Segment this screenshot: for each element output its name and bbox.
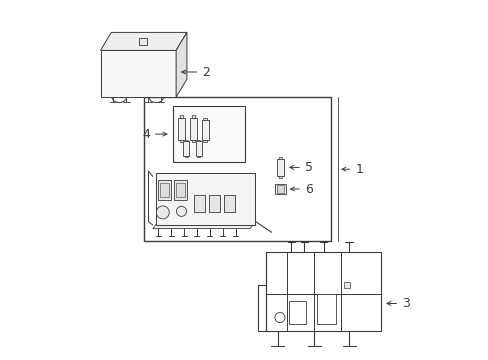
Circle shape	[274, 312, 285, 323]
Bar	[288, 301, 306, 324]
Bar	[203, 118, 206, 120]
Bar	[178, 118, 185, 140]
Bar	[265, 252, 381, 331]
Bar	[158, 180, 170, 200]
Bar	[344, 282, 349, 288]
Bar	[191, 115, 195, 118]
Bar	[277, 185, 283, 193]
Bar	[278, 157, 282, 159]
Bar	[172, 106, 244, 162]
Bar	[197, 156, 200, 157]
Text: 1: 1	[355, 163, 363, 176]
Bar	[184, 140, 187, 141]
Bar	[203, 140, 206, 143]
Bar	[183, 141, 189, 156]
Bar	[209, 195, 220, 212]
Text: 2: 2	[202, 66, 210, 78]
Bar	[195, 141, 202, 156]
Bar	[176, 183, 185, 197]
Bar	[139, 38, 146, 45]
Text: 6: 6	[305, 183, 312, 195]
Bar	[316, 294, 336, 324]
Bar	[174, 180, 186, 200]
Bar	[179, 140, 183, 142]
Bar	[155, 173, 254, 225]
Bar	[160, 183, 168, 197]
Circle shape	[156, 206, 169, 219]
Bar	[278, 176, 282, 178]
Polygon shape	[152, 223, 254, 229]
Bar	[224, 195, 235, 212]
Bar	[201, 120, 208, 140]
Text: 5: 5	[305, 161, 312, 174]
Polygon shape	[101, 32, 186, 50]
Polygon shape	[176, 32, 186, 97]
Bar	[197, 140, 200, 141]
Bar	[189, 118, 197, 140]
Text: 4: 4	[142, 127, 149, 141]
Bar	[275, 184, 285, 194]
Text: 3: 3	[401, 297, 409, 310]
Bar	[179, 115, 183, 118]
Bar	[143, 97, 330, 241]
Bar	[184, 156, 187, 157]
Bar	[194, 195, 204, 212]
Polygon shape	[101, 50, 176, 97]
Bar	[276, 159, 284, 176]
Circle shape	[176, 206, 186, 216]
Bar	[191, 140, 195, 142]
